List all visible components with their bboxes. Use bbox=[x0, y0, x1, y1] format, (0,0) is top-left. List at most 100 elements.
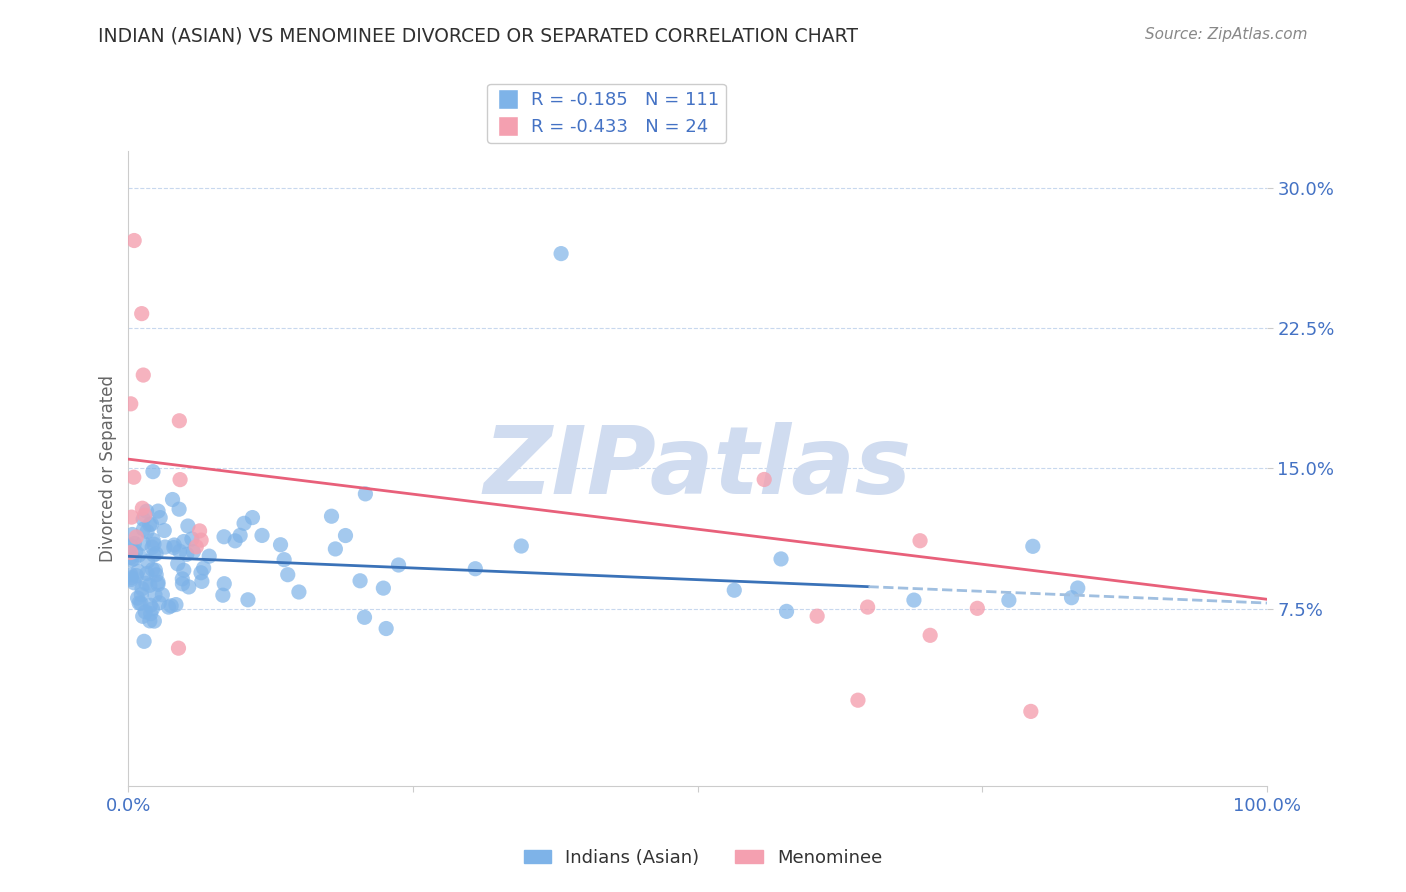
Point bbox=[183, 545, 205, 559]
Point bbox=[132, 634, 155, 648]
Point bbox=[375, 622, 398, 636]
Point bbox=[966, 601, 988, 615]
Point bbox=[136, 554, 159, 568]
Point bbox=[136, 524, 159, 539]
Point bbox=[145, 567, 167, 582]
Point bbox=[273, 552, 295, 566]
Point bbox=[121, 553, 143, 567]
Point bbox=[125, 568, 148, 582]
Point bbox=[138, 517, 160, 532]
Point bbox=[510, 539, 533, 553]
Point bbox=[146, 504, 169, 518]
Point bbox=[142, 465, 165, 479]
Point bbox=[373, 581, 395, 595]
Point bbox=[188, 524, 211, 538]
Point bbox=[277, 567, 299, 582]
Point bbox=[166, 557, 188, 571]
Y-axis label: Divorced or Separated: Divorced or Separated bbox=[100, 375, 117, 562]
Point bbox=[846, 693, 869, 707]
Point bbox=[135, 504, 157, 518]
Point bbox=[190, 566, 212, 580]
Point bbox=[120, 545, 142, 559]
Point bbox=[122, 551, 145, 566]
Point bbox=[141, 540, 163, 554]
Point bbox=[122, 234, 145, 248]
Point bbox=[167, 641, 190, 656]
Point bbox=[163, 541, 186, 555]
Point bbox=[143, 614, 166, 628]
Point bbox=[120, 573, 142, 587]
Point bbox=[142, 533, 165, 548]
Point bbox=[172, 576, 194, 591]
Point bbox=[920, 628, 942, 642]
Point bbox=[139, 578, 162, 592]
Point bbox=[132, 512, 155, 526]
Point bbox=[141, 563, 163, 577]
Point bbox=[139, 607, 162, 621]
Point bbox=[193, 561, 215, 575]
Point bbox=[128, 548, 150, 562]
Legend: R = -0.185   N = 111, R = -0.433   N = 24: R = -0.185 N = 111, R = -0.433 N = 24 bbox=[488, 84, 725, 143]
Point bbox=[908, 533, 931, 548]
Point bbox=[1022, 539, 1045, 553]
Point bbox=[190, 533, 212, 548]
Point bbox=[172, 572, 194, 586]
Point bbox=[754, 473, 776, 487]
Point bbox=[212, 576, 235, 591]
Point bbox=[180, 532, 202, 546]
Point bbox=[127, 591, 149, 605]
Point bbox=[233, 516, 256, 531]
Point bbox=[122, 575, 145, 590]
Point bbox=[120, 397, 142, 411]
Text: Source: ZipAtlas.com: Source: ZipAtlas.com bbox=[1144, 27, 1308, 42]
Legend: Indians (Asian), Menominee: Indians (Asian), Menominee bbox=[516, 842, 890, 874]
Point bbox=[167, 502, 190, 516]
Point bbox=[127, 564, 149, 578]
Point bbox=[146, 577, 169, 591]
Point bbox=[177, 519, 200, 533]
Point bbox=[131, 582, 153, 596]
Point bbox=[145, 547, 167, 561]
Point bbox=[143, 588, 166, 602]
Point bbox=[121, 510, 143, 524]
Point bbox=[132, 368, 155, 382]
Point bbox=[124, 536, 146, 550]
Point bbox=[335, 528, 357, 542]
Point bbox=[1067, 581, 1090, 595]
Point bbox=[131, 501, 153, 516]
Point bbox=[141, 602, 163, 616]
Point bbox=[212, 588, 235, 602]
Point bbox=[131, 609, 153, 624]
Point bbox=[550, 246, 572, 260]
Point bbox=[149, 510, 172, 524]
Point bbox=[121, 527, 143, 541]
Point bbox=[250, 528, 273, 542]
Point bbox=[998, 593, 1021, 607]
Point bbox=[139, 614, 162, 628]
Point bbox=[169, 544, 191, 558]
Point bbox=[242, 510, 264, 524]
Point bbox=[125, 544, 148, 558]
Point bbox=[288, 585, 311, 599]
Point bbox=[212, 530, 235, 544]
Point bbox=[122, 470, 145, 484]
Point bbox=[1019, 705, 1042, 719]
Point bbox=[157, 600, 180, 615]
Point bbox=[270, 538, 292, 552]
Point bbox=[775, 604, 797, 618]
Point bbox=[153, 524, 176, 538]
Point bbox=[198, 549, 221, 564]
Text: ZIPatlas: ZIPatlas bbox=[484, 423, 911, 515]
Point bbox=[173, 534, 195, 549]
Point bbox=[321, 509, 343, 524]
Point bbox=[135, 576, 157, 591]
Point bbox=[177, 580, 200, 594]
Point bbox=[129, 596, 152, 610]
Point bbox=[169, 473, 191, 487]
Point bbox=[224, 533, 246, 548]
Point bbox=[191, 574, 214, 589]
Point bbox=[806, 609, 828, 624]
Point bbox=[162, 492, 184, 507]
Point bbox=[139, 599, 162, 613]
Point bbox=[125, 530, 148, 544]
